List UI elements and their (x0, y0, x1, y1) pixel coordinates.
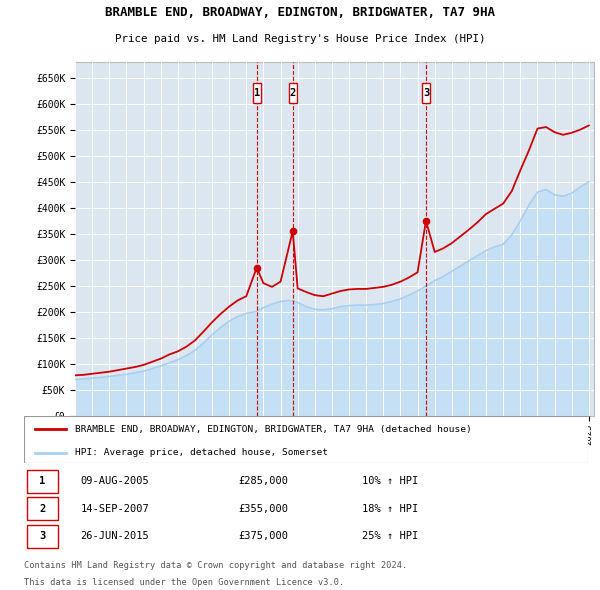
Text: 10% ↑ HPI: 10% ↑ HPI (362, 477, 419, 486)
FancyBboxPatch shape (422, 83, 430, 103)
Bar (27, 470, 58, 493)
Text: 1: 1 (254, 88, 260, 98)
Text: 14-SEP-2007: 14-SEP-2007 (80, 504, 149, 514)
Text: HPI: Average price, detached house, Somerset: HPI: Average price, detached house, Some… (75, 448, 328, 457)
Text: 26-JUN-2015: 26-JUN-2015 (80, 532, 149, 541)
Text: £375,000: £375,000 (238, 532, 289, 541)
Text: 2: 2 (39, 504, 46, 514)
Text: 18% ↑ HPI: 18% ↑ HPI (362, 504, 419, 514)
Text: 2: 2 (290, 88, 296, 98)
Text: Contains HM Land Registry data © Crown copyright and database right 2024.: Contains HM Land Registry data © Crown c… (24, 562, 407, 571)
Text: £285,000: £285,000 (238, 477, 289, 486)
Text: 1: 1 (39, 477, 46, 486)
FancyBboxPatch shape (253, 83, 260, 103)
Bar (27, 525, 58, 548)
Text: BRAMBLE END, BROADWAY, EDINGTON, BRIDGWATER, TA7 9HA: BRAMBLE END, BROADWAY, EDINGTON, BRIDGWA… (105, 6, 495, 19)
Text: Price paid vs. HM Land Registry's House Price Index (HPI): Price paid vs. HM Land Registry's House … (115, 34, 485, 44)
Text: 3: 3 (423, 88, 429, 98)
Text: 25% ↑ HPI: 25% ↑ HPI (362, 532, 419, 541)
Text: 3: 3 (39, 532, 46, 541)
FancyBboxPatch shape (289, 83, 296, 103)
Text: This data is licensed under the Open Government Licence v3.0.: This data is licensed under the Open Gov… (24, 578, 344, 588)
Text: £355,000: £355,000 (238, 504, 289, 514)
Text: 09-AUG-2005: 09-AUG-2005 (80, 477, 149, 486)
Bar (27, 497, 58, 520)
Text: BRAMBLE END, BROADWAY, EDINGTON, BRIDGWATER, TA7 9HA (detached house): BRAMBLE END, BROADWAY, EDINGTON, BRIDGWA… (75, 425, 472, 434)
